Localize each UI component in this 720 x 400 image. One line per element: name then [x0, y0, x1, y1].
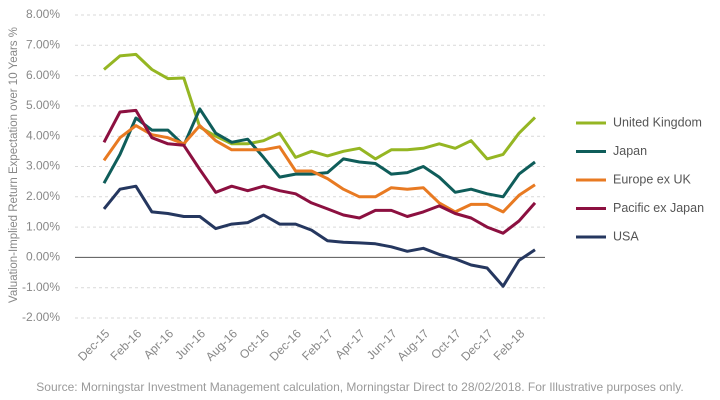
- y-tick-label: -1.00%: [22, 280, 60, 294]
- legend-label: USA: [613, 229, 639, 243]
- x-tick-label: Feb-18: [491, 326, 528, 363]
- legend-label: Pacific ex Japan: [613, 201, 704, 215]
- y-tick-label: -2.00%: [22, 310, 60, 324]
- x-tick-label: Dec-17: [458, 326, 495, 363]
- series-line: [102, 184, 536, 288]
- x-tick-label: Aug-16: [203, 326, 240, 363]
- x-tick-label: Apr-16: [141, 326, 177, 362]
- y-tick-label: 7.00%: [26, 37, 60, 51]
- x-tick-label: Dec-16: [267, 326, 304, 363]
- x-tick-label: Feb-17: [299, 326, 336, 363]
- x-tick-label: Aug-17: [394, 326, 431, 363]
- y-tick-label: 1.00%: [26, 219, 60, 233]
- x-tick-label: Feb-16: [107, 326, 144, 363]
- source-note: Source: Morningstar Investment Managemen…: [36, 380, 683, 394]
- x-tick-label: Dec-15: [75, 326, 112, 363]
- legend-label: Japan: [613, 144, 647, 158]
- y-tick-label: 6.00%: [26, 68, 60, 82]
- legend-label: Europe ex UK: [613, 172, 691, 186]
- x-tick-label: Jun-16: [172, 326, 208, 362]
- series-line: [102, 108, 537, 235]
- series-line: [102, 124, 536, 214]
- y-axis-label: Valuation-Implied Return Expectation ove…: [8, 27, 20, 303]
- y-tick-label: 2.00%: [26, 189, 60, 203]
- y-tick-label: 5.00%: [26, 98, 60, 112]
- y-tick-label: 0.00%: [26, 250, 60, 264]
- x-tick-label: Oct-16: [237, 326, 273, 362]
- legend-label: United Kingdom: [613, 115, 702, 129]
- x-tick-label: Jun-17: [364, 326, 400, 362]
- x-tick-label: Oct-17: [428, 326, 464, 362]
- x-tick-label: Apr-17: [332, 326, 368, 362]
- y-tick-label: 3.00%: [26, 159, 60, 173]
- y-tick-label: 8.00%: [26, 7, 60, 21]
- series-line: [103, 52, 537, 161]
- y-tick-label: 4.00%: [26, 128, 60, 142]
